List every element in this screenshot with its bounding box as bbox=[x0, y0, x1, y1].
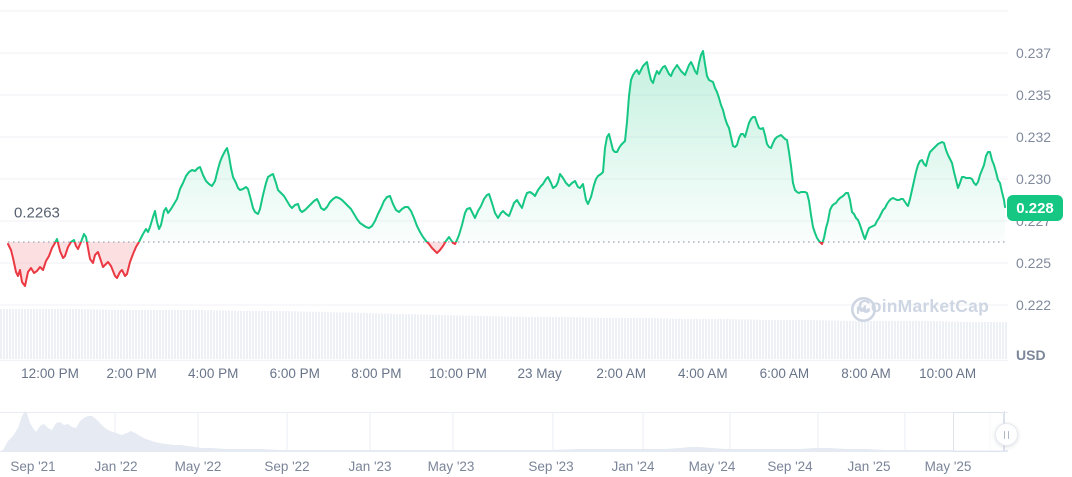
x-axis-tick: 6:00 PM bbox=[269, 366, 320, 381]
x-axis-tick: 2:00 AM bbox=[596, 366, 646, 381]
x-axis-tick: 10:00 AM bbox=[919, 366, 977, 381]
drag-handle-icon bbox=[1007, 430, 1010, 439]
x-axis-tick: 10:00 PM bbox=[429, 366, 487, 381]
x-axis-tick: 8:00 PM bbox=[351, 366, 402, 381]
timeline-tick: Jan '23 bbox=[348, 459, 392, 474]
y-axis-tick: 0.222 bbox=[1016, 297, 1052, 313]
x-axis-tick: 23 May bbox=[517, 366, 562, 381]
timeline-tick: Sep '23 bbox=[528, 459, 574, 474]
timeline-tick: Sep '24 bbox=[767, 459, 813, 474]
volume-bars bbox=[0, 309, 1008, 359]
y-axis-tick: 0.235 bbox=[1016, 87, 1052, 103]
timeline-tick: Jan '22 bbox=[94, 459, 138, 474]
timeline-tick: May '22 bbox=[174, 459, 222, 474]
y-axis-tick: 0.225 bbox=[1016, 255, 1052, 271]
y-axis-tick: 0.237 bbox=[1016, 45, 1052, 61]
timeline-tick: May '24 bbox=[688, 459, 736, 474]
current-price-badge: 0.228 bbox=[1007, 195, 1063, 221]
y-axis-tick: 0.230 bbox=[1016, 171, 1052, 187]
x-axis-tick: 6:00 AM bbox=[759, 366, 810, 381]
price-line bbox=[54, 50, 1006, 242]
timeline-tick: Jan '25 bbox=[847, 459, 891, 474]
y-axis-tick: 0.232 bbox=[1016, 129, 1052, 145]
x-axis-tick: 4:00 AM bbox=[678, 366, 728, 381]
coinmarketcap-logo-icon bbox=[851, 297, 876, 322]
x-axis-tick: 4:00 PM bbox=[188, 366, 239, 381]
timeline-tick: May '25 bbox=[924, 459, 972, 474]
timeline-tick: Jan '24 bbox=[611, 459, 655, 474]
watermark-text: CoinMarketCap bbox=[858, 296, 989, 316]
drag-handle-icon bbox=[1003, 430, 1006, 439]
timeline-tick: Sep '22 bbox=[264, 459, 310, 474]
x-axis-tick: 2:00 PM bbox=[106, 366, 157, 381]
x-axis-tick: 8:00 AM bbox=[841, 366, 891, 381]
baseline-price-label: 0.2263 bbox=[14, 204, 60, 222]
watermark: CoinMarketCap bbox=[850, 296, 989, 322]
x-axis-tick: 12:00 PM bbox=[21, 366, 79, 381]
timeline-tick: May '23 bbox=[427, 459, 475, 474]
usd-unit-label: USD bbox=[1016, 347, 1046, 363]
brush-handle[interactable] bbox=[995, 423, 1018, 446]
timeline-tick: Sep '21 bbox=[10, 459, 56, 474]
timeline-sparkline bbox=[0, 411, 1008, 452]
